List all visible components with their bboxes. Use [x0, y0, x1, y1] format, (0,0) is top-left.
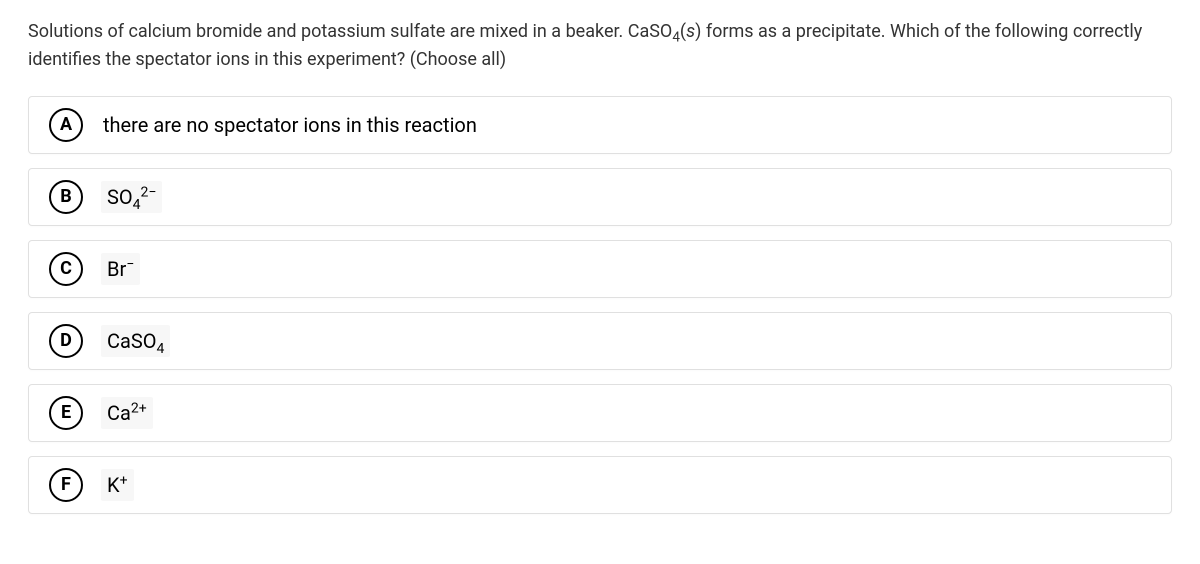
option-d-sub: 4: [157, 341, 165, 357]
option-f[interactable]: F K+: [28, 456, 1172, 514]
option-c-marker: C: [49, 252, 83, 286]
option-c-sup: −: [126, 256, 134, 272]
option-a-content: there are no spectator ions in this reac…: [101, 111, 479, 139]
option-f-content: K+: [101, 469, 134, 501]
option-a-marker: A: [49, 108, 83, 142]
option-f-base: K: [107, 473, 120, 497]
option-c-base: Br: [107, 257, 126, 281]
option-c-content: Br−: [101, 253, 140, 285]
question-text-pre: Solutions of calcium bromide and potassi…: [28, 21, 672, 42]
option-b-sup: 2−: [141, 184, 157, 200]
option-f-sup: +: [120, 472, 128, 488]
option-d[interactable]: D CaSO4: [28, 312, 1172, 370]
option-b-content: SO42−: [101, 181, 162, 213]
option-e-base: Ca: [107, 401, 131, 425]
option-f-marker: F: [49, 468, 83, 502]
option-b-marker: B: [49, 180, 83, 214]
option-e[interactable]: E Ca2+: [28, 384, 1172, 442]
option-d-marker: D: [49, 324, 83, 358]
options-group: A there are no spectator ions in this re…: [28, 96, 1172, 514]
option-c[interactable]: C Br−: [28, 240, 1172, 298]
question-text-sub: 4: [672, 30, 680, 46]
option-e-marker: E: [49, 396, 83, 430]
option-b-sub: 4: [133, 197, 141, 213]
question-text: Solutions of calcium bromide and potassi…: [28, 18, 1172, 74]
option-b[interactable]: B SO42−: [28, 168, 1172, 226]
option-e-sup: 2+: [131, 400, 147, 416]
question-state: s: [686, 21, 695, 42]
option-e-content: Ca2+: [101, 397, 153, 429]
option-a[interactable]: A there are no spectator ions in this re…: [28, 96, 1172, 154]
option-d-base: CaSO: [107, 329, 157, 353]
option-b-base: SO: [107, 185, 133, 209]
option-d-content: CaSO4: [101, 325, 170, 357]
